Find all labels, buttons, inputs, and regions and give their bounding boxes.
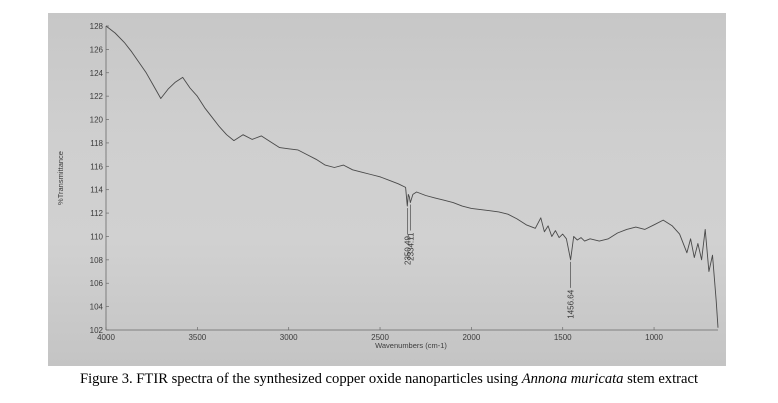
spectrum-photo: 102 104 106 108 110 112 114 116 118 120 122 124 126 1… [48,13,726,366]
peak-label: 2334.11 [406,232,415,261]
y-tick-label: 126 [90,45,104,54]
figure-caption: Figure 3. FTIR spectra of the synthesize… [0,371,778,388]
y-tick-label: 120 [90,116,104,125]
peak-label: 1456.64 [567,289,576,318]
y-tick-label: 114 [90,186,103,195]
ftir-chart: 102 104 106 108 110 112 114 116 118 120 122 124 126 1… [56,22,719,350]
caption-prefix: Figure 3. FTIR spectra of the synthesize… [79,371,522,387]
x-tick-label: 2000 [462,333,480,342]
y-tick-label: 110 [90,232,103,241]
x-tick-label: 2500 [371,333,389,342]
y-tick-label: 104 [90,303,104,312]
x-tick-label: 3000 [280,333,298,342]
x-axis-label: Wavenumbers (cm-1) [375,341,447,350]
y-axis-label: %Transmittance [56,151,65,205]
y-tick-label: 102 [90,326,104,335]
x-tick-label: 1500 [554,333,572,342]
x-tick-label: 1000 [645,333,663,342]
peak-label: 2350.49 [403,236,412,265]
y-tick-label: 118 [90,139,103,148]
y-tick-label: 128 [90,22,104,31]
x-tick-label: 4000 [97,333,115,342]
y-tick-label: 124 [90,69,104,78]
y-tick-label: 112 [90,209,103,218]
caption-suffix: stem extract [623,371,699,387]
x-tick-label: 3500 [188,333,206,342]
y-tick-label: 122 [90,92,104,101]
spectrum-line [105,25,719,328]
y-tick-label: 108 [90,256,104,265]
y-tick-label: 116 [90,162,103,171]
caption-species: Annona muricata [521,371,624,387]
y-tick-label: 106 [90,279,104,288]
